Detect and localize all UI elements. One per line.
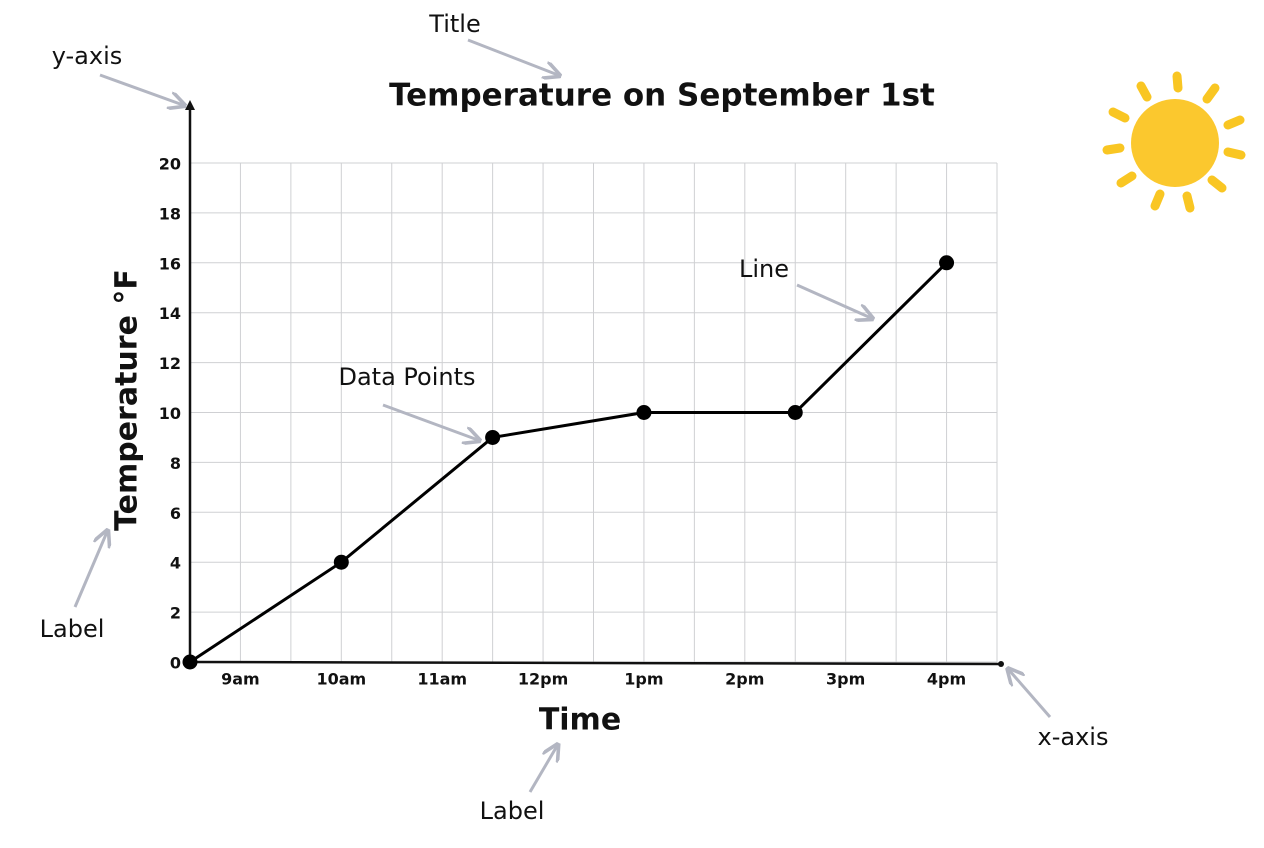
- sun: [1102, 71, 1246, 213]
- y-tick-label: 0: [170, 654, 181, 673]
- data-point: [636, 405, 652, 420]
- x-tick-label: 9am: [221, 670, 260, 689]
- x-axis-label: Time: [539, 703, 621, 738]
- axes: [185, 100, 1004, 667]
- data-point: [939, 255, 955, 271]
- x-tick-label: 4pm: [927, 670, 966, 689]
- data-point: [485, 429, 501, 445]
- data-point: [182, 654, 198, 670]
- y-tick-label: 4: [170, 554, 181, 573]
- y-tick-label: 10: [159, 404, 181, 423]
- annotation: Line: [739, 255, 789, 283]
- data-point: [787, 405, 803, 420]
- annotation: Label: [480, 797, 545, 825]
- y-tick-label: 2: [170, 604, 181, 623]
- chart-title: Temperature on September 1st: [389, 78, 935, 114]
- y-tick-label: 6: [170, 504, 181, 523]
- data-line: [189, 261, 948, 664]
- data-point: [333, 554, 349, 570]
- y-tick-label: 14: [159, 304, 181, 323]
- annotation: y-axis: [52, 42, 123, 70]
- annotation: Label: [40, 615, 105, 643]
- y-tick-label: 12: [159, 354, 181, 373]
- annotation: Data Points: [338, 363, 475, 391]
- annotation-arrows: [73, 38, 1052, 793]
- x-tick-label: 1pm: [624, 670, 663, 689]
- annotation: Title: [428, 10, 480, 38]
- x-tick-label: 3pm: [826, 670, 865, 689]
- grid: [190, 162, 998, 663]
- y-tick-label: 20: [159, 155, 181, 174]
- y-axis-label: Temperature °F: [110, 269, 145, 531]
- y-tick-label: 18: [159, 204, 181, 223]
- annotation: x-axis: [1038, 723, 1109, 751]
- x-tick-label: 2pm: [725, 670, 764, 689]
- y-tick-label: 16: [159, 254, 181, 273]
- y-tick-label: 8: [170, 454, 181, 473]
- x-tick-label: 10am: [316, 670, 366, 689]
- x-tick-label: 12pm: [518, 670, 568, 689]
- x-tick-label: 11am: [417, 670, 467, 689]
